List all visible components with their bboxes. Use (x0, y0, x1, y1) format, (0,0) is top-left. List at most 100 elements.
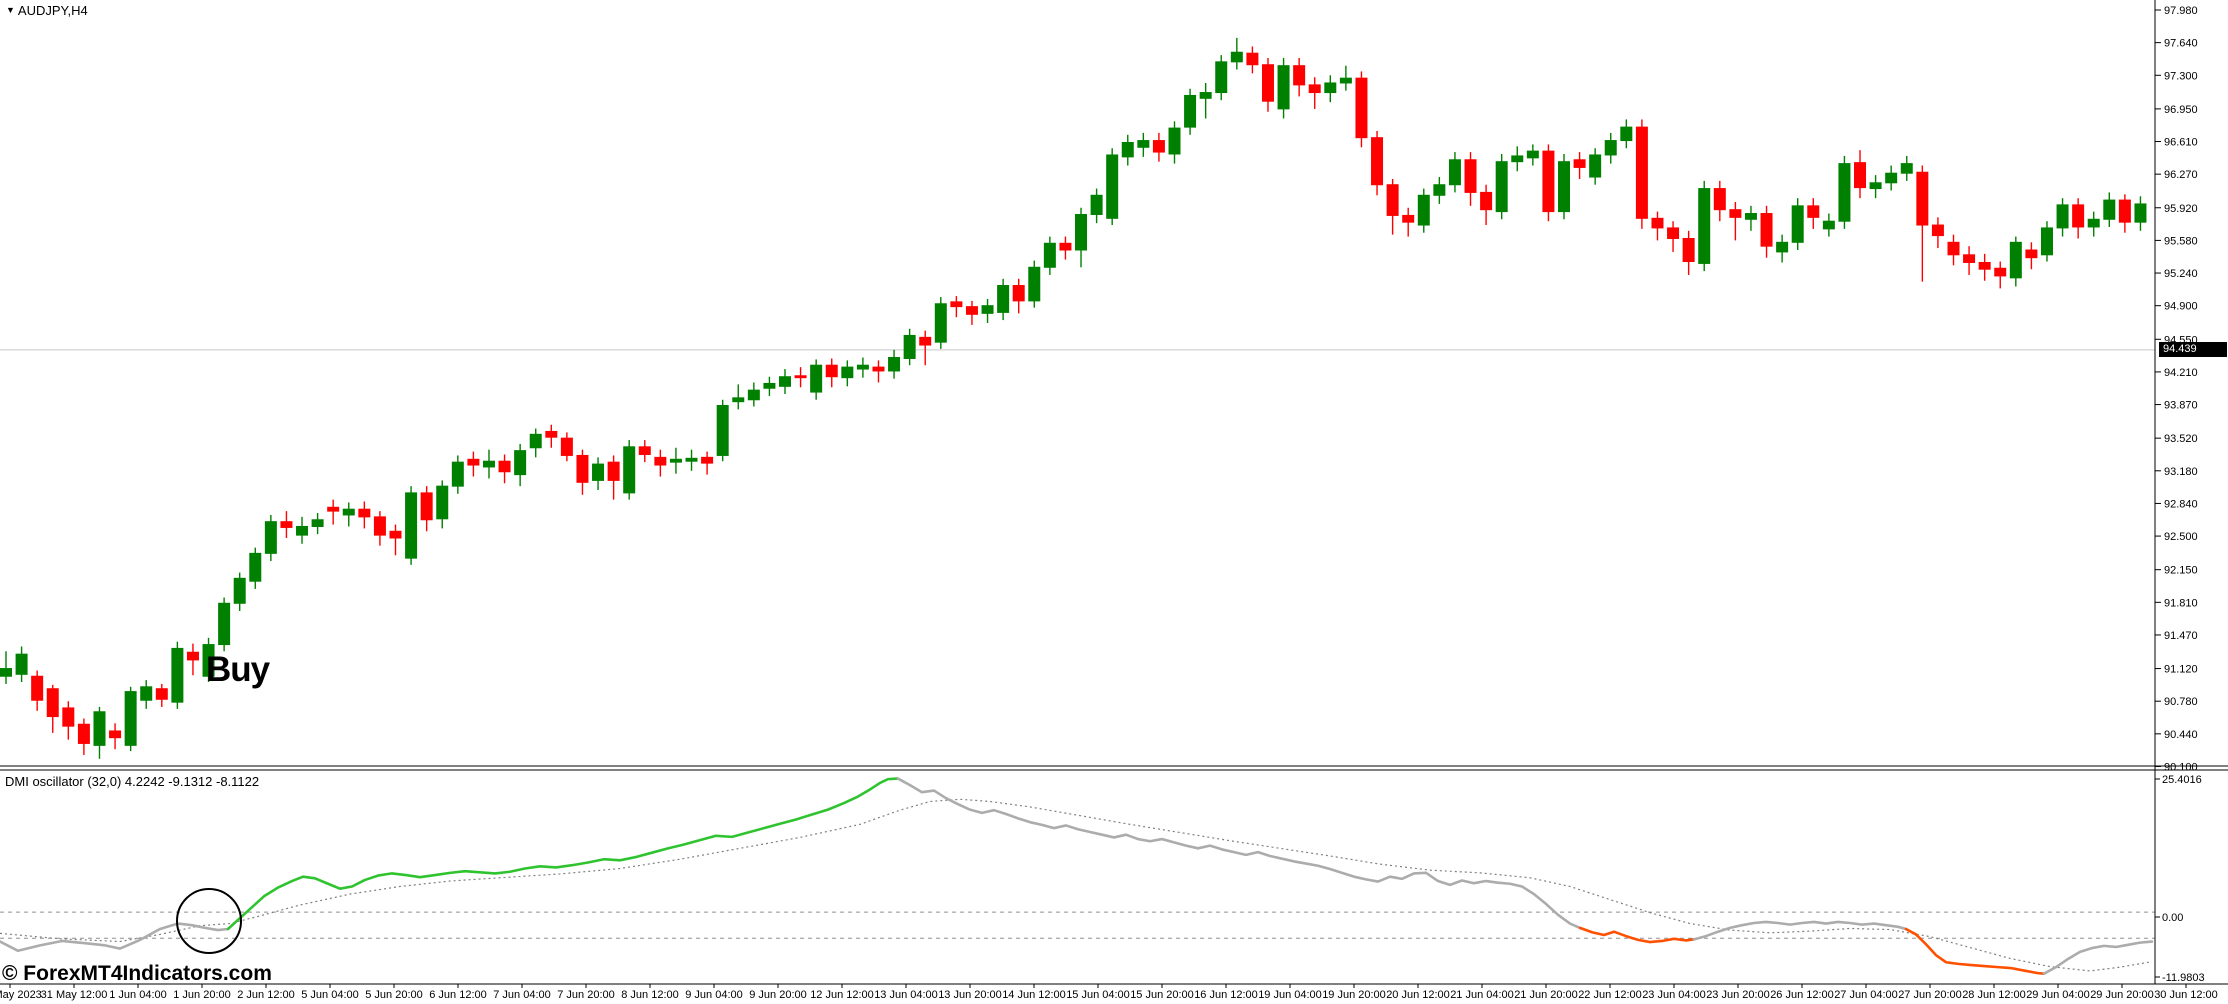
candlestick (405, 486, 418, 565)
candlestick (1885, 165, 1898, 191)
candlestick (514, 443, 527, 487)
price-axis-label: 92.500 (2164, 531, 2198, 543)
candlestick (2118, 194, 2131, 233)
candlestick (1308, 77, 1321, 109)
candlestick (202, 637, 215, 682)
candlestick (1635, 119, 1648, 229)
time-axis-label: 6 Jun 12:00 (429, 989, 487, 1001)
candlestick (1386, 178, 1399, 235)
candlestick (623, 440, 636, 500)
price-axis-label: 95.240 (2164, 268, 2198, 280)
time-axis-label: 5 Jun 04:00 (301, 989, 359, 1001)
candlestick (1651, 211, 1664, 241)
candlestick (2134, 196, 2147, 231)
symbol-name: AUDJPY,H4 (17, 3, 88, 18)
candlestick (311, 513, 324, 535)
candlestick (218, 597, 231, 652)
candlestick (15, 646, 28, 682)
time-axis-label: 30 Jun 12:00 (2154, 989, 2218, 1001)
time-axis-label: 29 Jun 20:00 (2090, 989, 2154, 1001)
candlestick (1433, 177, 1446, 204)
price-axis-label: 92.150 (2164, 565, 2198, 577)
candlestick (1854, 150, 1867, 199)
candlestick (529, 428, 542, 458)
price-axis-label: 95.920 (2164, 203, 2198, 215)
candlestick (1573, 152, 1586, 179)
candlestick (1729, 202, 1742, 241)
candlestick (1043, 236, 1056, 275)
oscillator-main-line (1904, 927, 2046, 975)
candlestick (1776, 234, 1789, 263)
candlestick (2087, 211, 2100, 237)
candlestick (592, 457, 605, 490)
candlestick (280, 511, 293, 538)
candlestick (171, 641, 184, 709)
candlestick (607, 455, 620, 500)
candlestick (810, 359, 823, 400)
candlestick (1916, 165, 1929, 282)
time-axis-label: 30 May 2023 (0, 989, 42, 1001)
watermark-text: © ForexMT4Indicators.com (2, 962, 272, 985)
price-axis-label: 96.270 (2164, 169, 2198, 181)
candlestick (856, 357, 869, 378)
annotation-layer (176, 888, 242, 954)
candlestick (1448, 152, 1461, 193)
candlestick (1075, 207, 1088, 268)
candlestick (46, 684, 59, 733)
time-axis-label: 29 Jun 04:00 (2026, 989, 2090, 1001)
oscillator-signal-line (0, 798, 2153, 972)
candlestick (1277, 58, 1290, 119)
oscillator-axis-label: 0.00 (2162, 912, 2183, 924)
time-axis-label: 5 Jun 20:00 (365, 989, 423, 1001)
candlestick (2103, 192, 2116, 227)
oscillator-main-line (896, 777, 1582, 930)
candlestick (747, 382, 760, 407)
time-axis-label: 12 Jun 12:00 (810, 989, 874, 1001)
time-axis-label: 21 Jun 04:00 (1450, 989, 1514, 1001)
candlestick (1682, 230, 1695, 275)
candlestick (93, 706, 106, 759)
candlestick (1199, 82, 1212, 119)
candlestick (1744, 205, 1757, 231)
oscillator-main-line (1692, 920, 1908, 941)
candlestick (2072, 198, 2085, 239)
candlestick (1402, 207, 1415, 237)
candlestick (669, 447, 682, 474)
candlestick (1542, 144, 1555, 222)
symbol-title: ▼ AUDJPY,H4 (6, 3, 88, 18)
candlestick (638, 440, 651, 463)
candlestick (779, 369, 791, 394)
price-axis-label: 91.470 (2164, 630, 2198, 642)
candlestick (934, 297, 947, 349)
candlestick (950, 296, 963, 318)
candlestick (919, 330, 932, 366)
candlestick (1698, 180, 1711, 272)
candlestick (1230, 37, 1243, 70)
time-axis-label: 31 May 12:00 (41, 989, 108, 1001)
candlestick (155, 683, 168, 707)
candlestick (1620, 119, 1633, 149)
candlestick (825, 358, 838, 388)
candlestick (77, 718, 90, 755)
time-axis-label: 2 Jun 12:00 (237, 989, 295, 1001)
time-axis-label: 22 Jun 12:00 (1578, 989, 1642, 1001)
candlestick (1667, 221, 1680, 252)
candlestick (965, 300, 978, 325)
candlestick (872, 360, 885, 383)
candlestick (1760, 205, 1773, 258)
candlestick (1589, 148, 1602, 185)
candlestick (2009, 236, 2022, 287)
price-axis-label: 93.180 (2164, 466, 2198, 478)
candlestick (716, 399, 729, 462)
candlestick (1900, 155, 1913, 181)
time-axis-label: 1 Jun 04:00 (109, 989, 167, 1001)
price-axis-label: 97.640 (2164, 38, 2198, 50)
time-axis-label: 13 Jun 20:00 (938, 989, 1002, 1001)
candlestick (981, 298, 994, 323)
candlestick (1869, 175, 1882, 199)
candlestick (1215, 55, 1228, 101)
axis-labels-layer: 97.980 97.640 97.300 96.950 96.610 96.270 95.9… (0, 5, 2218, 1001)
price-axis-label: 94.900 (2164, 301, 2198, 313)
